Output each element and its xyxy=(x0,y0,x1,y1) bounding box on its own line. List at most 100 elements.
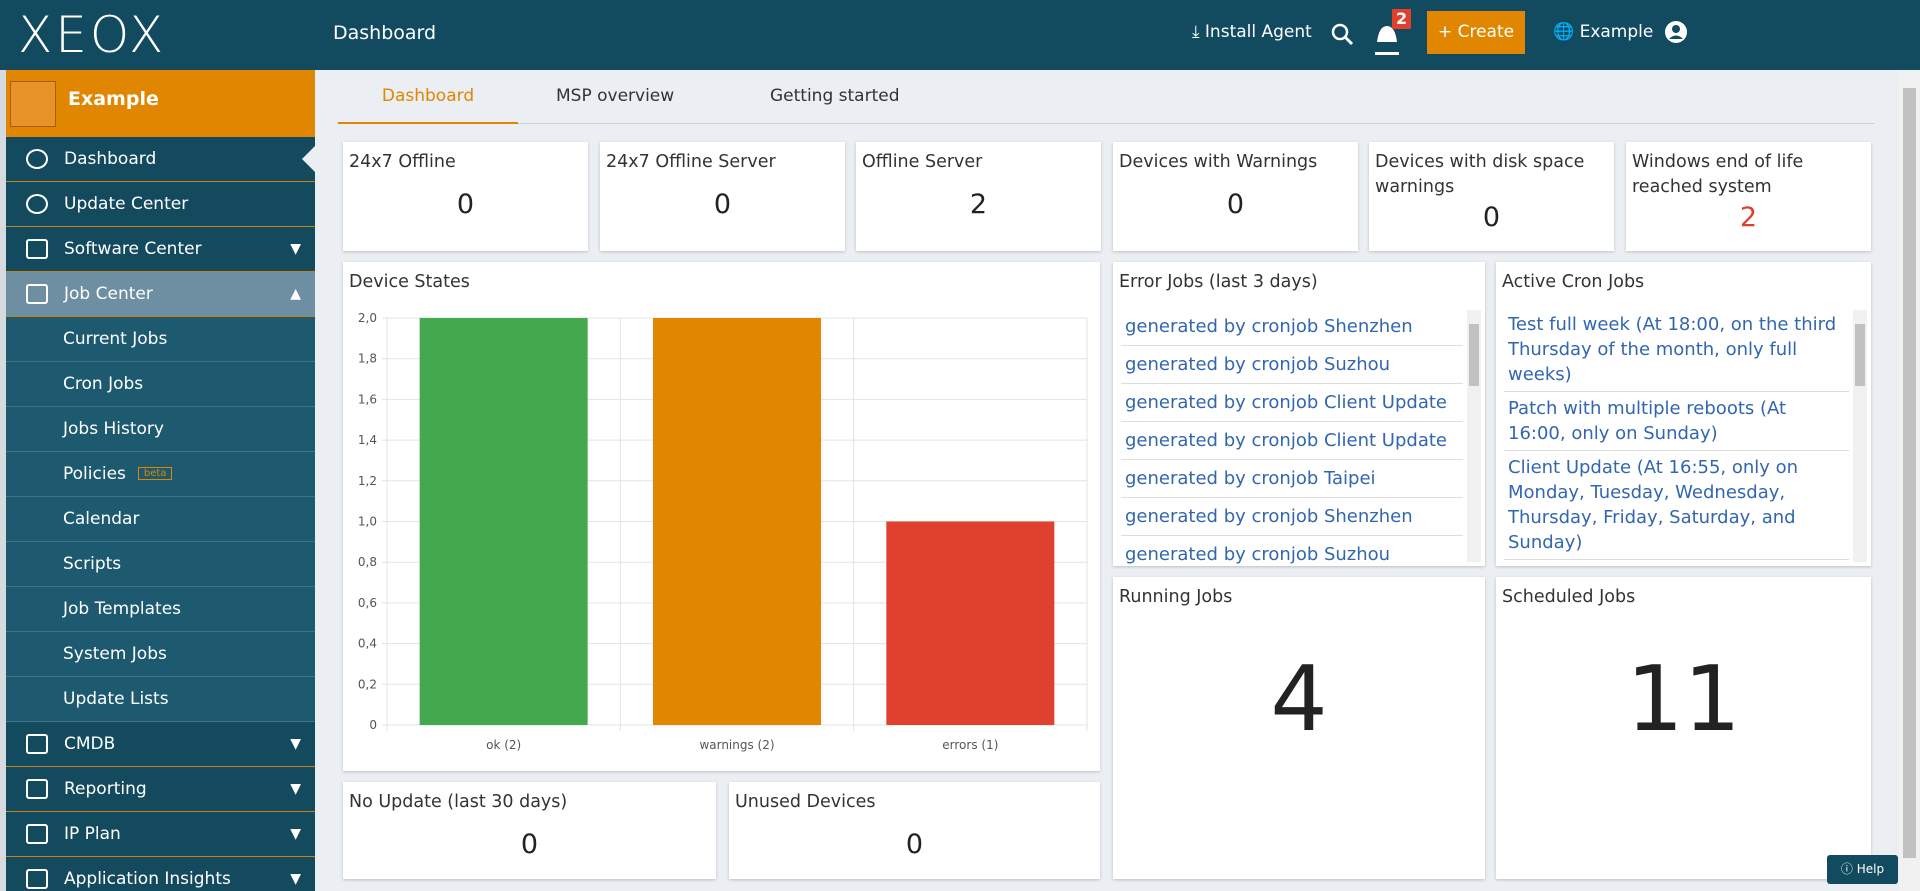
menu-item[interactable]: Dashboard xyxy=(6,137,315,182)
tab[interactable]: Dashboard xyxy=(338,86,518,124)
menu-icon xyxy=(26,869,48,889)
submenu-label: Calendar xyxy=(63,509,140,529)
chevron: ▼ xyxy=(290,736,301,752)
menu-item[interactable]: Application Insights ▼ xyxy=(6,857,315,891)
card-title: No Update (last 30 days) xyxy=(349,792,568,812)
card-title: Devices with Warnings xyxy=(1119,152,1318,172)
submenu-label: Policies xyxy=(63,464,126,484)
menu-label: Reporting xyxy=(64,779,147,799)
y-tick-label: 0,6 xyxy=(358,596,377,610)
home-icon xyxy=(10,81,56,127)
scrollbar[interactable] xyxy=(1899,70,1920,891)
menu-icon xyxy=(26,734,48,754)
tenant-switch[interactable]: 🌐 Example xyxy=(1553,22,1654,42)
y-tick-label: 0,4 xyxy=(358,637,377,651)
tenant-name: Example xyxy=(68,88,159,110)
y-tick-label: 1,8 xyxy=(358,352,377,366)
chevron: ▼ xyxy=(290,241,301,257)
menu-icon xyxy=(26,239,48,259)
submenu-item[interactable]: System Jobs xyxy=(6,632,315,677)
active-pointer xyxy=(302,145,315,173)
y-tick-label: 0,2 xyxy=(358,677,377,691)
menu-item[interactable]: Reporting ▼ xyxy=(6,767,315,812)
submenu-item[interactable]: Job Templates xyxy=(6,587,315,632)
stat-card: 24x7 Offline 0 xyxy=(343,142,588,251)
chevron: ▼ xyxy=(290,826,301,842)
x-tick-label: warnings (2) xyxy=(699,738,774,752)
tab[interactable]: Getting started xyxy=(770,86,900,106)
create-label: Create xyxy=(1457,22,1515,42)
menu-item[interactable]: Software Center ▼ xyxy=(6,227,315,272)
stat-card: Devices with Warnings 0 xyxy=(1113,142,1358,251)
chart-title: Device States xyxy=(349,272,470,292)
menu-item[interactable]: Job Center ▲ xyxy=(6,272,315,317)
tabs: Dashboard MSP overview Getting started xyxy=(338,80,1875,124)
card-title: Active Cron Jobs xyxy=(1502,272,1645,292)
stat-card: No Update (last 30 days) 0 xyxy=(343,782,716,879)
submenu-item[interactable]: Current Jobs xyxy=(6,317,315,362)
chart: 0 0,2 0,4 0,6 0,8 1,0 1,2 1,4 1,6 1,8 2,0 ok (2) war… xyxy=(358,311,1088,752)
logo[interactable]: XEOX xyxy=(18,6,167,64)
submenu-item[interactable]: Policies beta xyxy=(6,452,315,497)
chevron: ▼ xyxy=(290,871,301,887)
stat-card: Unused Devices 0 xyxy=(729,782,1100,879)
card-value: 0 xyxy=(905,829,924,860)
create-button[interactable]: + Create xyxy=(1427,11,1525,54)
list-link[interactable]: generated by cronjob Taipei xyxy=(1121,460,1463,498)
install-agent[interactable]: ⤓ Install Agent xyxy=(1192,22,1312,42)
menu-label: Dashboard xyxy=(64,149,157,169)
tenant-block[interactable]: Example xyxy=(6,70,315,137)
counter-card: Running Jobs 4 xyxy=(1113,577,1485,879)
submenu-label: Update Lists xyxy=(63,689,169,709)
menu-label: Application Insights xyxy=(64,869,231,889)
list-link[interactable]: generated by cronjob Shenzhen xyxy=(1121,308,1463,346)
list-link[interactable]: generated by cronjob Shenzhen xyxy=(1121,498,1463,536)
list-link[interactable]: Patch with multiple reboots (At 16:00, o… xyxy=(1504,392,1849,451)
chevron: ▼ xyxy=(290,781,301,797)
list-card: Active Cron Jobs Test full week (At 18:00… xyxy=(1496,262,1871,566)
stat-card: Devices with disk space warnings 0 xyxy=(1369,142,1614,251)
card-title: 24x7 Offline xyxy=(349,152,456,172)
submenu-item[interactable]: Jobs History xyxy=(6,407,315,452)
header: XEOX Dashboard ⤓ Install Agent 2 + Creat… xyxy=(0,0,1920,70)
list-link[interactable]: generated by cronjob Suzhou xyxy=(1121,536,1463,566)
menu-label: IP Plan xyxy=(64,824,121,844)
list-link[interactable]: Client Update (At 16:55, only on Monday,… xyxy=(1504,451,1849,560)
list-scrollbar xyxy=(1853,310,1867,562)
submenu-label: Scripts xyxy=(63,554,122,574)
list-scrollbar xyxy=(1467,310,1481,562)
counter-value: 11 xyxy=(1626,647,1741,752)
list-link[interactable]: generated by cronjob Suzhou xyxy=(1121,346,1463,384)
chart-card: Device States 0 0,2 0,4 0,6 0,8 1,0 1,2 1,4 1,6 1,… xyxy=(343,262,1100,771)
user-icon[interactable] xyxy=(1664,20,1688,44)
submenu-item[interactable]: Cron Jobs xyxy=(6,362,315,407)
submenu-item[interactable]: Scripts xyxy=(6,542,315,587)
menu-item[interactable]: IP Plan ▼ xyxy=(6,812,315,857)
bar xyxy=(653,318,821,725)
submenu-item[interactable]: Calendar xyxy=(6,497,315,542)
bell-icon[interactable] xyxy=(1374,22,1400,56)
help-button[interactable]: ⓘ Help xyxy=(1827,855,1898,884)
stat-card: 24x7 Offline Server 0 xyxy=(600,142,845,251)
card-title: Windows end of life reached system xyxy=(1632,152,1804,197)
menu-label: CMDB xyxy=(64,734,116,754)
list-link[interactable]: generated by cronjob Client Update xyxy=(1121,422,1463,460)
menu-icon xyxy=(26,194,48,214)
menu-item[interactable]: CMDB ▼ xyxy=(6,722,315,767)
tab[interactable]: MSP overview xyxy=(556,86,675,106)
card-value: 0 xyxy=(713,189,732,220)
card-title: Error Jobs (last 3 days) xyxy=(1119,272,1318,292)
tenant-label: Example xyxy=(1579,22,1654,42)
menu-icon xyxy=(26,149,48,169)
list-link[interactable]: generated by cronjob Client Update xyxy=(1121,384,1463,422)
menu-icon xyxy=(26,284,48,304)
counter-card: Scheduled Jobs 11 xyxy=(1496,577,1871,879)
bar xyxy=(886,521,1055,725)
submenu-label: Current Jobs xyxy=(63,329,168,349)
card-value: 0 xyxy=(1482,202,1501,233)
menu-item[interactable]: Update Center xyxy=(6,182,315,227)
submenu-item[interactable]: Update Lists xyxy=(6,677,315,722)
search-icon[interactable] xyxy=(1330,22,1354,46)
submenu-label: System Jobs xyxy=(63,644,167,664)
list-link[interactable]: Test full week (At 18:00, on the third T… xyxy=(1504,308,1849,392)
